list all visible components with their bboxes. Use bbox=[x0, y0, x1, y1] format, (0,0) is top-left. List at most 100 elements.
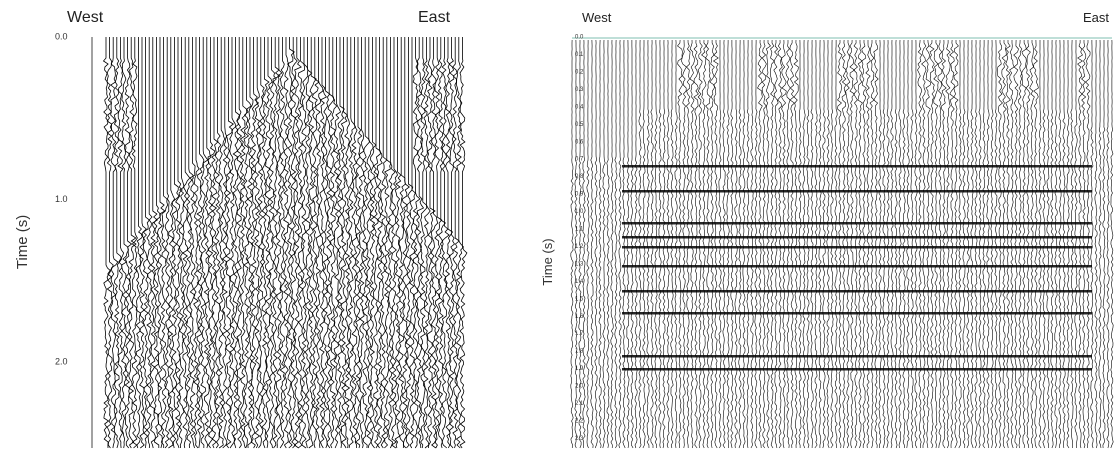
trace bbox=[594, 39, 598, 449]
tick-label: 0.6 bbox=[575, 139, 584, 145]
trace bbox=[427, 37, 436, 449]
trace bbox=[218, 37, 226, 449]
reflector bbox=[622, 312, 1092, 315]
reflector bbox=[622, 222, 1092, 225]
trace bbox=[777, 39, 783, 449]
trace bbox=[982, 40, 986, 449]
trace bbox=[822, 39, 826, 449]
trace bbox=[997, 40, 1003, 449]
trace bbox=[228, 37, 236, 449]
trace bbox=[452, 37, 460, 449]
trace bbox=[174, 37, 183, 449]
trace bbox=[770, 39, 775, 449]
trace bbox=[232, 37, 240, 449]
trace bbox=[962, 40, 966, 449]
tick-label: 1.6 bbox=[575, 314, 584, 320]
trace bbox=[818, 39, 822, 448]
trace bbox=[412, 37, 421, 449]
trace bbox=[441, 37, 450, 449]
trace bbox=[1081, 40, 1087, 449]
trace bbox=[681, 39, 687, 449]
trace bbox=[582, 39, 586, 449]
trace bbox=[705, 39, 711, 449]
trace bbox=[738, 40, 742, 449]
trace bbox=[1062, 39, 1066, 449]
trace bbox=[437, 37, 447, 449]
trace bbox=[369, 37, 377, 449]
trace bbox=[362, 37, 370, 449]
trace bbox=[1001, 40, 1007, 449]
reflector bbox=[622, 236, 1092, 239]
trace bbox=[1085, 40, 1091, 449]
trace bbox=[390, 37, 398, 449]
trace bbox=[1050, 39, 1054, 449]
trace bbox=[419, 37, 428, 449]
tick-label: 1.9 bbox=[575, 366, 584, 372]
trace bbox=[117, 37, 125, 449]
trace bbox=[697, 39, 703, 449]
trace bbox=[701, 39, 707, 449]
trace bbox=[658, 39, 662, 449]
trace bbox=[709, 40, 715, 449]
trace bbox=[642, 40, 646, 449]
trace bbox=[430, 37, 439, 449]
trace bbox=[1029, 40, 1035, 449]
trace bbox=[1033, 39, 1039, 449]
trace bbox=[1066, 40, 1070, 449]
trace bbox=[336, 37, 345, 449]
trace bbox=[1054, 39, 1058, 449]
trace bbox=[722, 39, 726, 449]
trace bbox=[958, 39, 962, 449]
trace bbox=[124, 37, 133, 449]
east-label: East bbox=[418, 9, 451, 26]
trace bbox=[135, 37, 144, 449]
trace bbox=[351, 37, 358, 449]
trace bbox=[618, 39, 622, 449]
trace bbox=[1017, 39, 1023, 449]
trace bbox=[861, 40, 867, 448]
trace bbox=[834, 40, 838, 449]
trace bbox=[182, 37, 191, 449]
trace bbox=[308, 37, 317, 449]
trace bbox=[434, 37, 443, 449]
trace bbox=[160, 37, 169, 448]
trace bbox=[318, 37, 327, 449]
reflector bbox=[622, 165, 1092, 168]
trace bbox=[358, 37, 365, 449]
trace bbox=[254, 37, 261, 449]
trace bbox=[654, 40, 658, 449]
trace bbox=[793, 39, 799, 449]
trace bbox=[677, 39, 683, 449]
trace bbox=[730, 40, 734, 449]
trace bbox=[268, 37, 277, 449]
trace bbox=[570, 39, 574, 449]
trace bbox=[1005, 40, 1011, 449]
trace bbox=[146, 37, 153, 449]
trace bbox=[1013, 39, 1019, 449]
trace bbox=[662, 39, 666, 449]
trace bbox=[810, 39, 814, 449]
trace bbox=[290, 37, 298, 449]
trace bbox=[986, 40, 990, 449]
trace bbox=[845, 40, 851, 449]
trace bbox=[225, 37, 235, 449]
tick-label: 0.0 bbox=[575, 35, 584, 41]
trace bbox=[806, 39, 810, 449]
trace bbox=[1021, 40, 1027, 449]
trace bbox=[157, 37, 166, 449]
trace bbox=[650, 39, 654, 448]
trace bbox=[882, 39, 886, 449]
trace bbox=[344, 37, 351, 449]
trace bbox=[329, 37, 338, 449]
tick-label: 1.2 bbox=[575, 244, 584, 250]
tick-label: 1.7 bbox=[575, 331, 584, 337]
tick-label: 0.2 bbox=[575, 69, 584, 75]
trace bbox=[785, 40, 791, 449]
trace bbox=[405, 37, 414, 449]
tick-label: 0.4 bbox=[575, 104, 584, 110]
trace bbox=[311, 37, 320, 449]
trace bbox=[383, 37, 392, 449]
trace bbox=[1110, 39, 1114, 449]
trace bbox=[978, 39, 982, 449]
trace bbox=[153, 37, 161, 448]
